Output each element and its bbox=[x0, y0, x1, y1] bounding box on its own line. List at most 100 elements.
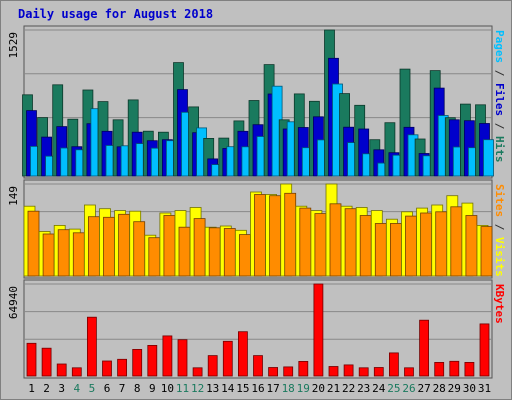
panels-layer: 1529 Pages / Files / Hits 149 Sites / Visit… bbox=[7, 25, 506, 379]
bar-kbytes-day-18 bbox=[283, 366, 294, 377]
bar-kbytes-day-2 bbox=[41, 347, 52, 377]
bar-sites-day-14 bbox=[223, 228, 236, 277]
bar-kbytes-day-22 bbox=[343, 364, 354, 377]
bar-sites-day-2 bbox=[42, 233, 55, 277]
panel-mid: 149 Sites / Visits bbox=[7, 179, 506, 279]
x-tick-label-24: 24 bbox=[372, 382, 386, 395]
x-tick-label-27: 27 bbox=[417, 382, 430, 395]
x-tick-label-11: 11 bbox=[176, 382, 189, 395]
x-tick-label-19: 19 bbox=[297, 382, 310, 395]
bar-kbytes-day-25 bbox=[388, 352, 399, 377]
bar-kbytes-day-12 bbox=[192, 367, 203, 377]
bar-sites-day-22 bbox=[344, 208, 357, 277]
legend-segment: / bbox=[493, 116, 506, 136]
bar-kbytes-day-13 bbox=[207, 355, 218, 377]
bar-sites-day-5 bbox=[88, 216, 100, 277]
bar-kbytes-day-24 bbox=[373, 367, 384, 377]
bar-kbytes-day-27 bbox=[419, 319, 430, 377]
x-tick-label-9: 9 bbox=[149, 382, 156, 395]
bar-kbytes-day-20 bbox=[313, 283, 324, 377]
x-tick-label-22: 22 bbox=[342, 382, 355, 395]
bar-kbytes-day-23 bbox=[358, 367, 369, 377]
bar-sites-day-6 bbox=[103, 216, 115, 277]
bar-kbytes-day-19 bbox=[298, 360, 309, 377]
x-tick-label-10: 10 bbox=[161, 382, 174, 395]
bar-kbytes-day-4 bbox=[71, 367, 82, 377]
panel-bot: 64940 KBytes bbox=[7, 279, 506, 379]
x-tick-label-12: 12 bbox=[191, 382, 204, 395]
x-tick-label-14: 14 bbox=[221, 382, 235, 395]
legend-segment: Hits bbox=[493, 136, 506, 163]
panel-mid-max-label: 149 bbox=[7, 186, 20, 206]
bar-sites-day-8 bbox=[133, 221, 146, 277]
legend-segment: Visits bbox=[493, 237, 506, 277]
bar-kbytes-day-16 bbox=[253, 355, 263, 377]
bar-sites-day-20 bbox=[314, 213, 327, 277]
bar-sites-day-3 bbox=[57, 229, 70, 277]
bar-sites-day-28 bbox=[435, 211, 448, 277]
bar-sites-day-24 bbox=[374, 223, 387, 277]
panel-bot-legend: KBytes bbox=[493, 284, 506, 324]
bar-kbytes-day-15 bbox=[237, 331, 248, 377]
bar-sites-day-12 bbox=[193, 218, 206, 277]
bar-sites-day-10 bbox=[163, 215, 176, 277]
bar-sites-day-29 bbox=[450, 206, 463, 277]
x-tick-label-28: 28 bbox=[433, 382, 446, 395]
x-tick-label-2: 2 bbox=[43, 382, 50, 395]
x-tick-label-3: 3 bbox=[58, 382, 65, 395]
bar-sites-day-21 bbox=[329, 203, 342, 277]
bar-sites-day-16 bbox=[254, 194, 266, 277]
bar-kbytes-day-30 bbox=[464, 361, 475, 377]
bar-sites-day-15 bbox=[238, 234, 251, 277]
bar-kbytes-day-31 bbox=[479, 323, 490, 377]
legend-segment: Sites bbox=[493, 184, 506, 217]
legend-segment: KBytes bbox=[493, 284, 506, 324]
bar-kbytes-day-1 bbox=[26, 342, 37, 377]
x-tick-label-5: 5 bbox=[89, 382, 96, 395]
bar-kbytes-day-5 bbox=[87, 316, 97, 377]
bar-kbytes-day-28 bbox=[434, 361, 445, 377]
panel-top: 1529 Pages / Files / Hits bbox=[7, 25, 506, 179]
x-tick-label-8: 8 bbox=[134, 382, 141, 395]
bar-kbytes-day-11 bbox=[177, 339, 188, 377]
bar-kbytes-day-26 bbox=[404, 367, 414, 377]
bar-sites-day-19 bbox=[299, 207, 312, 277]
x-tick-label-16: 16 bbox=[251, 382, 264, 395]
bar-sites-day-26 bbox=[405, 215, 417, 277]
bar-sites-day-27 bbox=[420, 212, 433, 277]
x-tick-label-30: 30 bbox=[463, 382, 476, 395]
x-tick-label-6: 6 bbox=[104, 382, 111, 395]
bar-kbytes-day-17 bbox=[268, 367, 279, 377]
panel-top-max-label: 1529 bbox=[7, 32, 20, 59]
panel-mid-legend: Sites / Visits bbox=[493, 184, 506, 277]
bar-sites-day-1 bbox=[27, 210, 40, 277]
bar-kbytes-day-8 bbox=[132, 348, 143, 377]
x-tick-label-21: 21 bbox=[327, 382, 340, 395]
bar-kbytes-day-21 bbox=[328, 366, 339, 377]
bar-sites-day-25 bbox=[389, 223, 402, 277]
bar-sites-day-30 bbox=[465, 215, 478, 277]
legend-segment: / bbox=[493, 217, 506, 237]
bar-sites-day-13 bbox=[208, 227, 221, 277]
bar-sites-day-31 bbox=[480, 226, 493, 277]
bar-pages-day-31 bbox=[483, 139, 494, 177]
x-tick-label-15: 15 bbox=[236, 382, 249, 395]
x-tick-label-4: 4 bbox=[73, 382, 80, 395]
bar-sites-day-7 bbox=[118, 213, 130, 277]
x-tick-label-23: 23 bbox=[357, 382, 370, 395]
bar-sites-day-18 bbox=[284, 192, 297, 277]
bar-kbytes-day-3 bbox=[56, 363, 67, 377]
chart-title: Daily usage for August 2018 bbox=[18, 7, 213, 21]
bar-sites-day-9 bbox=[148, 237, 161, 277]
bar-sites-day-23 bbox=[359, 215, 372, 277]
legend-segment: / bbox=[493, 63, 506, 83]
bar-sites-day-17 bbox=[269, 195, 282, 277]
x-tick-labels: 1 2 3 4 5 6 7 8 9 10 11 12 13 14 15 16 17 18 19 20 21 22 23 24 2… bbox=[28, 382, 491, 395]
x-tick-label-26: 26 bbox=[402, 382, 415, 395]
x-tick-label-18: 18 bbox=[282, 382, 295, 395]
x-tick-label-1: 1 bbox=[28, 382, 35, 395]
bar-sites-day-4 bbox=[72, 232, 85, 277]
x-tick-label-20: 20 bbox=[312, 382, 325, 395]
